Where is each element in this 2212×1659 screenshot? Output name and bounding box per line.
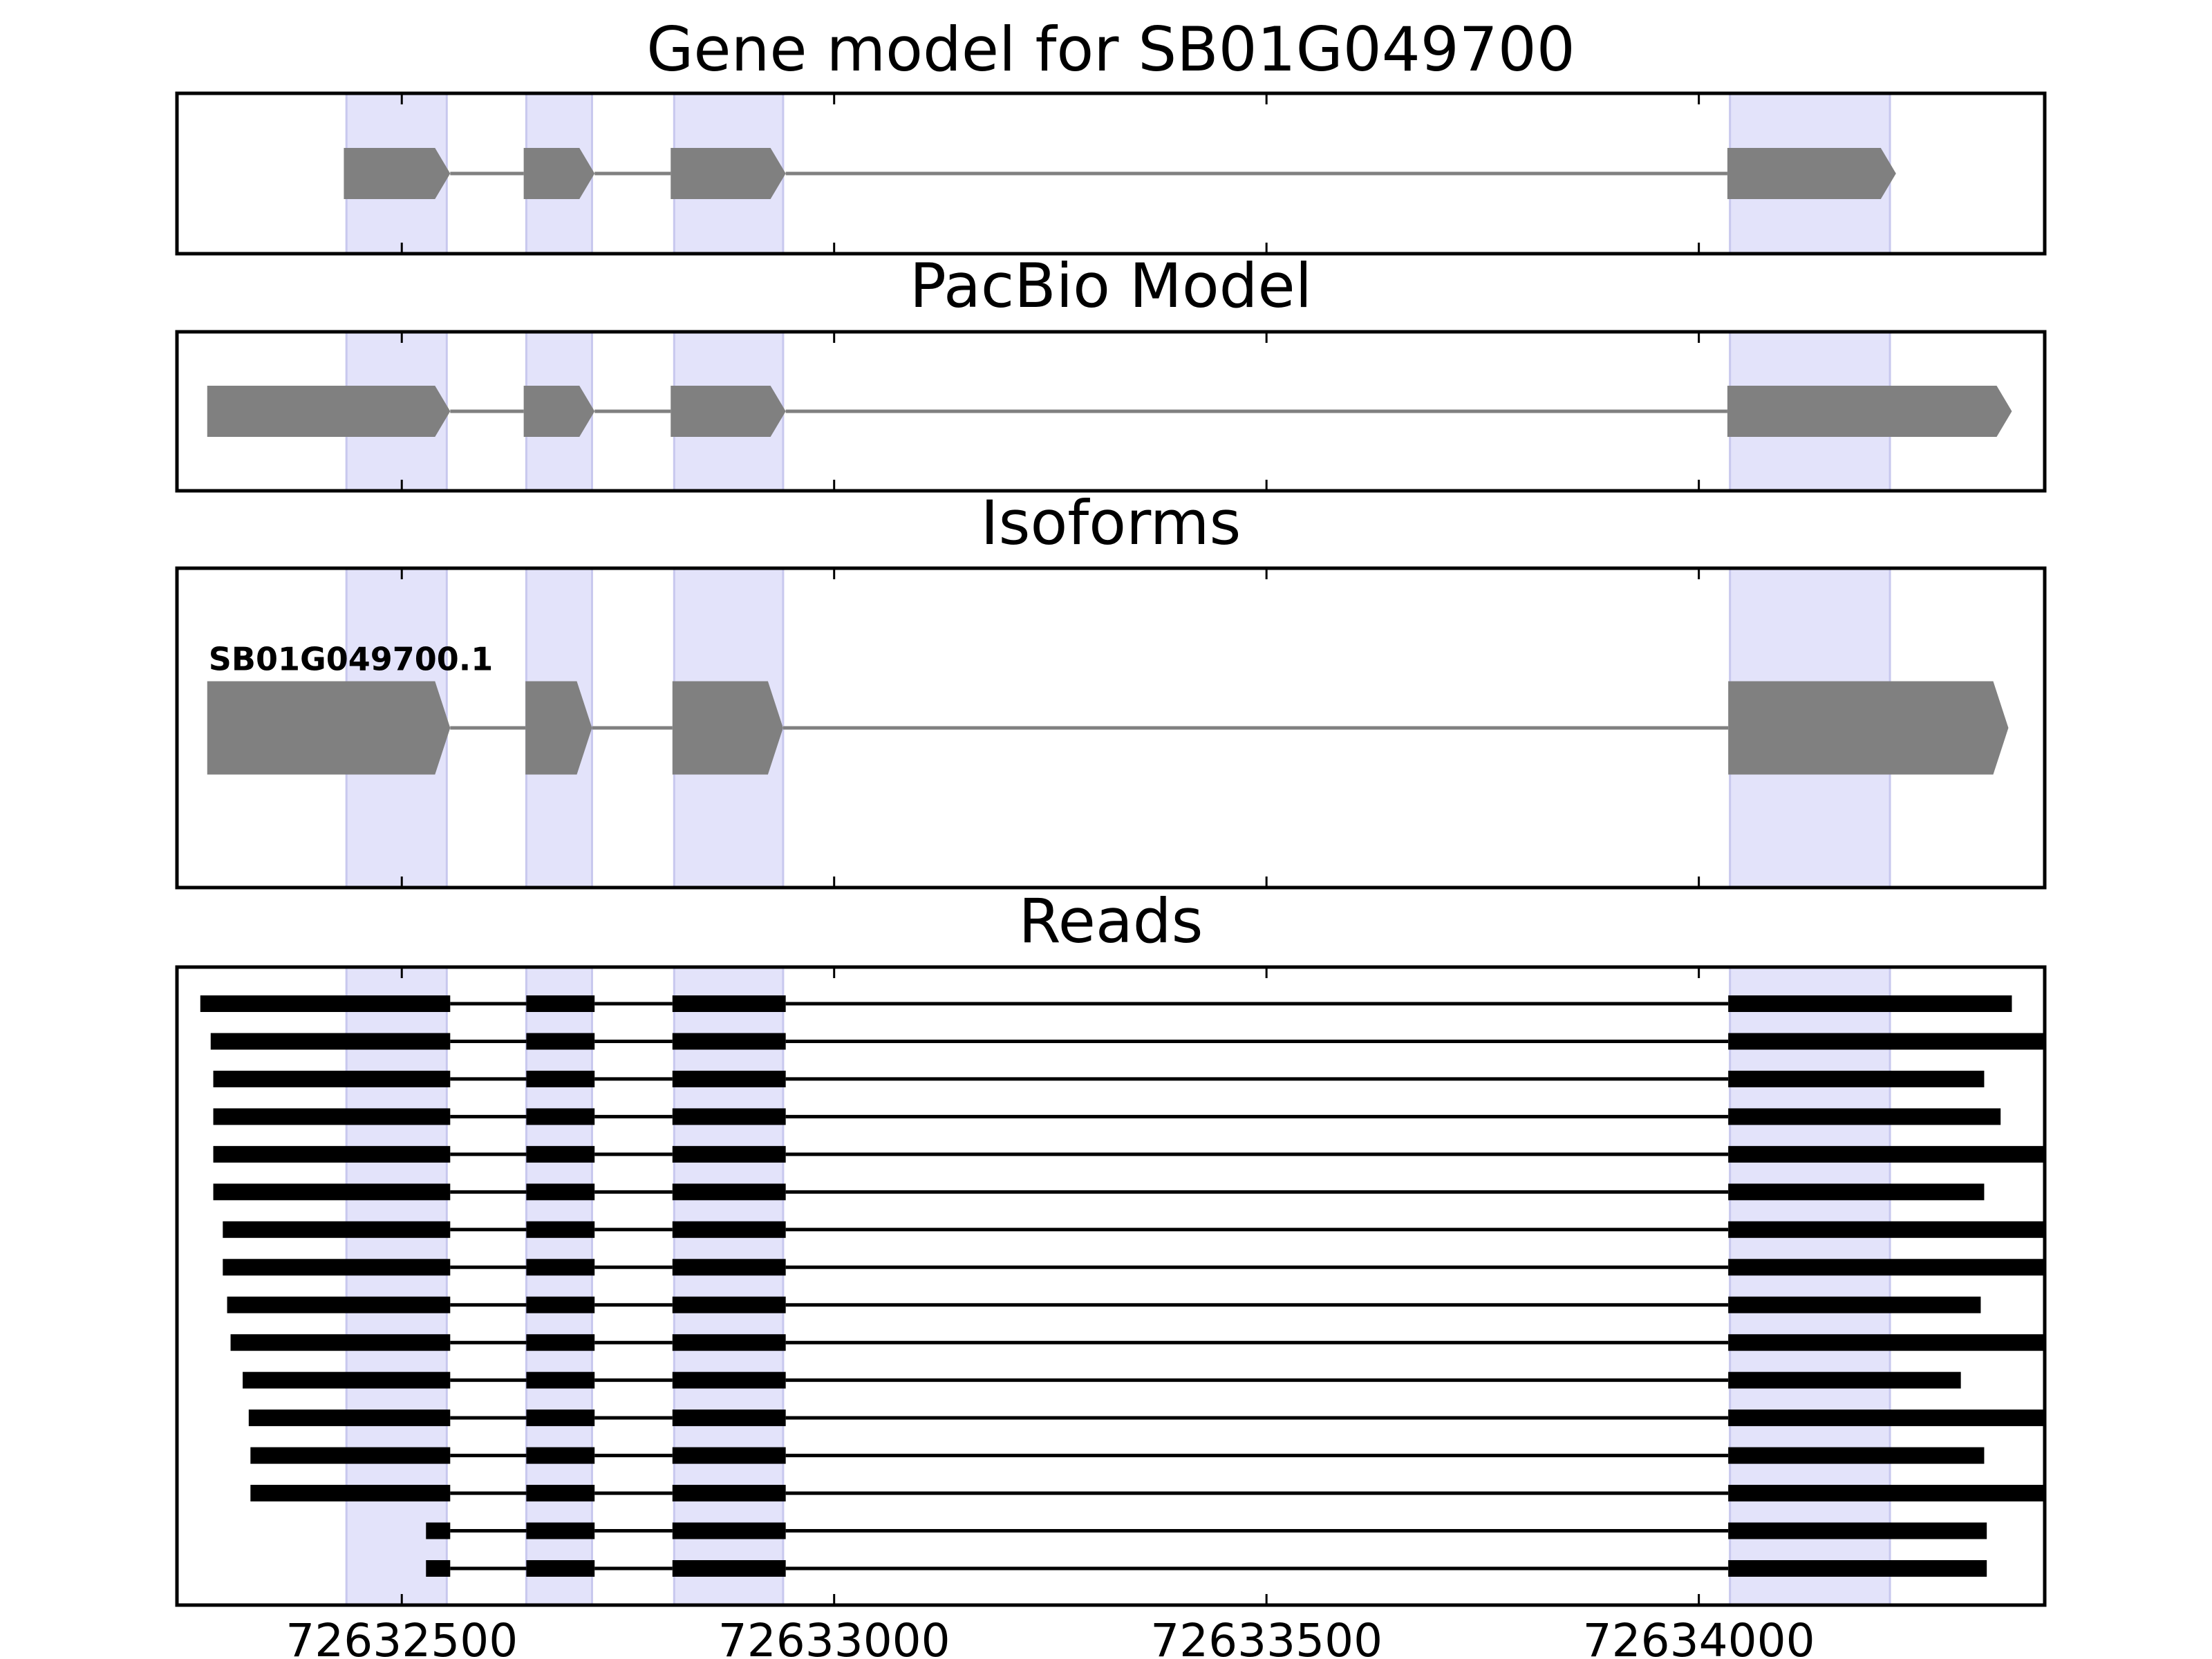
- read-block: [1728, 1409, 2045, 1427]
- read-block: [1728, 1033, 2045, 1050]
- read-block: [672, 1033, 786, 1050]
- exon-highlight: [673, 967, 785, 1605]
- read-block: [1728, 1221, 2045, 1238]
- exon: [1727, 386, 2012, 437]
- read-block: [526, 1485, 595, 1502]
- read-block: [526, 1522, 595, 1539]
- panel: [207, 332, 2012, 491]
- read-block: [526, 1447, 595, 1464]
- exon: [1727, 148, 1896, 199]
- read-block: [227, 1296, 451, 1313]
- panel-frame: [175, 91, 2047, 256]
- panel-title: PacBio Model: [910, 250, 1312, 321]
- read-block: [672, 1070, 786, 1087]
- read-block: [1728, 1070, 1985, 1087]
- read-block: [1728, 1259, 2045, 1276]
- read-block: [672, 1145, 786, 1163]
- read-block: [526, 1334, 595, 1351]
- read-block: [250, 1485, 451, 1502]
- read-block: [213, 1183, 451, 1201]
- read-block: [200, 995, 451, 1012]
- read-block: [672, 1108, 786, 1125]
- read-block: [672, 1485, 786, 1502]
- read-block: [213, 1145, 451, 1163]
- exon-highlight: [525, 967, 593, 1605]
- read-block: [213, 1108, 451, 1125]
- read-block: [672, 1296, 786, 1313]
- read-block: [672, 1371, 786, 1389]
- exon-highlight: [1729, 967, 1891, 1605]
- read-block: [248, 1409, 451, 1427]
- read-block: [1728, 1447, 1985, 1464]
- exon: [672, 681, 783, 775]
- read-block: [1728, 1334, 2045, 1351]
- panel-frame: [175, 566, 2047, 890]
- panel: [344, 93, 1896, 254]
- read-block: [672, 1183, 786, 1201]
- read-block: [526, 1409, 595, 1427]
- read-block: [1728, 1108, 2001, 1125]
- read-block: [526, 1221, 595, 1238]
- x-tick-label: 72632500: [285, 1614, 518, 1659]
- panel: [200, 967, 2045, 1605]
- x-tick-label: 72633500: [1150, 1614, 1382, 1659]
- exon: [344, 148, 451, 199]
- exon: [671, 386, 786, 437]
- exon: [207, 681, 451, 775]
- read-block: [526, 1296, 595, 1313]
- exon: [523, 386, 595, 437]
- read-block: [1728, 1522, 1987, 1539]
- read-block: [526, 1145, 595, 1163]
- read-block: [672, 1447, 786, 1464]
- read-block: [526, 995, 595, 1012]
- read-block: [213, 1070, 451, 1087]
- isoform-label: SB01G049700.1: [209, 641, 493, 678]
- panel-frame: [175, 330, 2047, 493]
- panel-title: Reads: [1019, 885, 1203, 957]
- read-block: [526, 1033, 595, 1050]
- read-block: [672, 1409, 786, 1427]
- read-block: [1728, 1296, 1981, 1313]
- read-block: [1728, 1145, 2045, 1163]
- exon: [207, 386, 451, 437]
- read-block: [526, 1371, 595, 1389]
- read-block: [526, 1259, 595, 1276]
- exon: [525, 681, 592, 775]
- x-tick-label: 72634000: [1583, 1614, 1815, 1659]
- read-block: [672, 1221, 786, 1238]
- read-block: [230, 1334, 451, 1351]
- read-block: [672, 1522, 786, 1539]
- read-block: [1728, 1560, 1987, 1577]
- panel-frame: [175, 965, 2047, 1607]
- read-block: [250, 1447, 451, 1464]
- read-block: [672, 1259, 786, 1276]
- panel-title: Isoforms: [981, 487, 1241, 559]
- read-block: [1728, 1183, 1985, 1201]
- x-tick-label: 72633000: [718, 1614, 950, 1659]
- read-block: [210, 1033, 451, 1050]
- read-block: [672, 1560, 786, 1577]
- read-block: [223, 1259, 451, 1276]
- read-block: [526, 1108, 595, 1125]
- read-block: [426, 1522, 451, 1539]
- read-block: [243, 1371, 451, 1389]
- read-block: [1728, 1485, 2045, 1502]
- read-block: [526, 1560, 595, 1577]
- exon: [1728, 681, 2009, 775]
- read-block: [426, 1560, 451, 1577]
- panel: [207, 568, 2009, 888]
- exon: [671, 148, 786, 199]
- read-block: [526, 1183, 595, 1201]
- read-block: [672, 1334, 786, 1351]
- exon: [523, 148, 595, 199]
- read-block: [526, 1070, 595, 1087]
- read-block: [672, 995, 786, 1012]
- read-block: [223, 1221, 451, 1238]
- panel-title: Gene model for SB01G049700: [646, 14, 1575, 85]
- read-block: [1728, 1371, 1961, 1389]
- exon-highlight: [345, 967, 448, 1605]
- read-block: [1728, 995, 2012, 1012]
